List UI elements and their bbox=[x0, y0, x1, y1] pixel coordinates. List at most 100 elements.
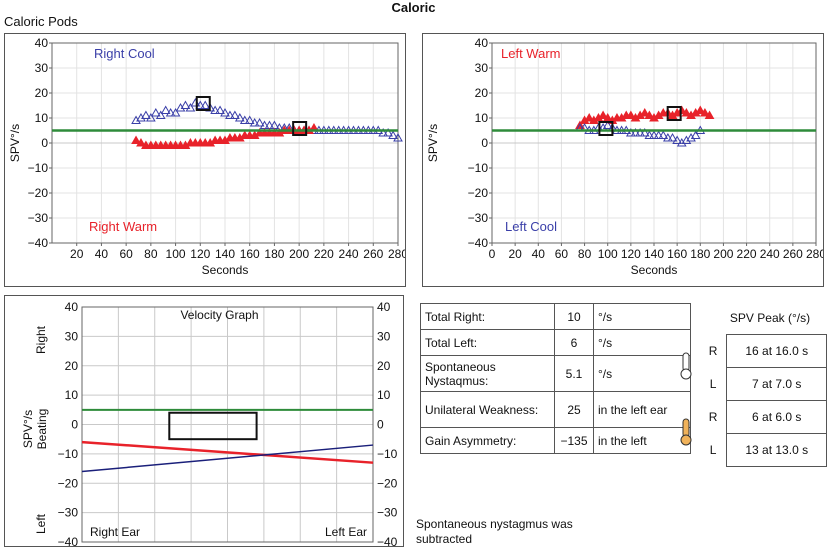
velocity-line-blue bbox=[81, 444, 374, 473]
y-tick-label-left: 0 bbox=[71, 418, 78, 432]
point-left-cool bbox=[635, 127, 645, 137]
results-row: Total Right: 10 °/s bbox=[420, 303, 691, 330]
y-tick-label-left: 10 bbox=[65, 388, 79, 402]
y-tick-label: 10 bbox=[475, 111, 489, 125]
x-tick-label: 200 bbox=[713, 247, 733, 261]
result-unit: in the left bbox=[593, 427, 691, 454]
y-axis-label: SPV°/s bbox=[21, 410, 35, 448]
y-tick-label-right: −20 bbox=[377, 476, 398, 490]
y-tick-label: −20 bbox=[28, 186, 49, 200]
point-left-cool bbox=[667, 132, 678, 142]
series-label-top: Left Warm bbox=[501, 46, 560, 61]
y-tick-label: −10 bbox=[28, 161, 49, 175]
spv-peak-table: R 16 at 16.0 s L 7 at 7.0 s R 6 at 6.0 s L 13 a… bbox=[672, 334, 827, 467]
velocity-graph-chart: 40 40 30 30 20 20 10 10 0 0 −10 −10 −20 −20 −30 −30 −40 −… bbox=[21, 300, 398, 549]
right-ear-panel: 40 30 20 10 0 −10 −20 −30 −40 20 40 60 80 100 120 140 16… bbox=[4, 33, 408, 287]
point-right-cool bbox=[195, 100, 206, 109]
y-tick-label-left: 20 bbox=[65, 359, 79, 373]
result-value: 6 bbox=[554, 329, 594, 356]
point-right-cool bbox=[244, 115, 255, 124]
result-label: Total Left: bbox=[420, 329, 555, 356]
point-right-cool bbox=[210, 105, 220, 114]
result-label: Spontaneous Nystaqmus: bbox=[420, 355, 555, 392]
point-right-cool bbox=[215, 105, 225, 114]
page-title: Caloric bbox=[391, 0, 436, 15]
result-value: 5.1 bbox=[554, 355, 594, 392]
x-tick-label: 0 bbox=[489, 247, 496, 261]
point-left-cool bbox=[649, 130, 659, 139]
result-unit: °/s bbox=[593, 303, 691, 330]
y-tick-label: −20 bbox=[468, 186, 489, 200]
point-left-warm bbox=[639, 107, 650, 117]
point-right-warm bbox=[131, 135, 141, 144]
point-right-cool bbox=[249, 117, 260, 127]
results-row: Unilateral Weakness: 25 in the left ear bbox=[420, 391, 691, 428]
results-row: Spontaneous Nystaqmus: 5.1 °/s bbox=[420, 355, 691, 392]
point-right-cool bbox=[160, 105, 171, 114]
y-tick-label-right: 40 bbox=[377, 300, 391, 314]
y-tick-label: −10 bbox=[468, 161, 489, 175]
x-tick-label: 200 bbox=[289, 247, 309, 261]
y-tick-label: 30 bbox=[35, 61, 49, 75]
spv-peak-side: R bbox=[708, 410, 718, 424]
point-right-cool bbox=[180, 100, 191, 109]
point-right-cool bbox=[145, 112, 156, 122]
x-tick-label: 280 bbox=[806, 247, 823, 261]
y-tick-label-left: −10 bbox=[58, 447, 79, 461]
x-tick-label: 220 bbox=[314, 247, 334, 261]
y-tick-label-left: −20 bbox=[58, 476, 79, 490]
point-right-cool bbox=[170, 107, 181, 117]
x-tick-label: 240 bbox=[339, 247, 359, 261]
point-left-cool bbox=[690, 130, 701, 139]
y-tick-label: 40 bbox=[475, 36, 489, 50]
right-ear-label: Right Ear bbox=[90, 525, 140, 539]
x-tick-label: 180 bbox=[690, 247, 710, 261]
x-tick-label: 160 bbox=[240, 247, 260, 261]
velocity-graph-panel: 40 40 30 30 20 20 10 10 0 0 −10 −10 −20 −20 −30 −30 −40 −… bbox=[4, 295, 404, 549]
y-tick-label: 10 bbox=[35, 111, 49, 125]
x-tick-label: 20 bbox=[70, 247, 84, 261]
point-left-warm bbox=[644, 110, 655, 119]
point-right-cool bbox=[165, 107, 176, 117]
y-tick-label-right: −40 bbox=[377, 535, 398, 546]
result-value: 25 bbox=[554, 391, 594, 428]
y-tick-label-left: 40 bbox=[65, 300, 79, 314]
y-tick-label-right: 10 bbox=[377, 388, 391, 402]
y-tick-label: 40 bbox=[35, 36, 49, 50]
peak-box bbox=[598, 121, 614, 136]
x-tick-label: 20 bbox=[508, 247, 522, 261]
x-tick-label: 140 bbox=[215, 247, 235, 261]
warm-thermometer-icon bbox=[672, 401, 700, 467]
y-tick-label-left: 30 bbox=[65, 329, 79, 343]
result-unit: in the left ear bbox=[593, 391, 691, 428]
point-right-cool bbox=[225, 110, 235, 119]
y-tick-label-left: −40 bbox=[58, 535, 79, 546]
x-tick-label: 140 bbox=[644, 247, 664, 261]
point-left-cool bbox=[625, 127, 636, 137]
spv-peak-row: R 16 at 16.0 s bbox=[672, 334, 827, 380]
y-tick-label-left: −30 bbox=[58, 506, 79, 520]
x-tick-label: 120 bbox=[621, 247, 641, 261]
series-label-bottom: Left Cool bbox=[505, 219, 557, 234]
velocity-graph-title: Velocity Graph bbox=[180, 308, 258, 322]
spv-peak-value: 13 at 13.0 s bbox=[726, 433, 827, 467]
point-left-cool bbox=[676, 137, 687, 147]
spv-peak-row: R 6 at 6.0 s bbox=[672, 400, 827, 446]
y-axis-label: SPV°/s bbox=[8, 124, 22, 162]
side-label-right: Right bbox=[34, 325, 48, 354]
x-tick-label: 120 bbox=[190, 247, 210, 261]
y-tick-label: 0 bbox=[481, 136, 488, 150]
y-tick-label: 0 bbox=[41, 136, 48, 150]
point-right-cool bbox=[378, 127, 389, 137]
series-label-bottom: Right Warm bbox=[89, 219, 157, 234]
spv-peak-side: L bbox=[709, 443, 717, 457]
result-label: Unilateral Weakness: bbox=[420, 391, 555, 428]
series-label-top: Right Cool bbox=[94, 46, 155, 61]
x-tick-label: 100 bbox=[598, 247, 618, 261]
x-tick-label: 260 bbox=[783, 247, 803, 261]
left-ear-label: Left Ear bbox=[325, 525, 367, 539]
result-label: Total Right: bbox=[420, 303, 555, 330]
y-axis-label: SPV°/s bbox=[426, 124, 440, 162]
point-left-cool bbox=[658, 130, 669, 139]
